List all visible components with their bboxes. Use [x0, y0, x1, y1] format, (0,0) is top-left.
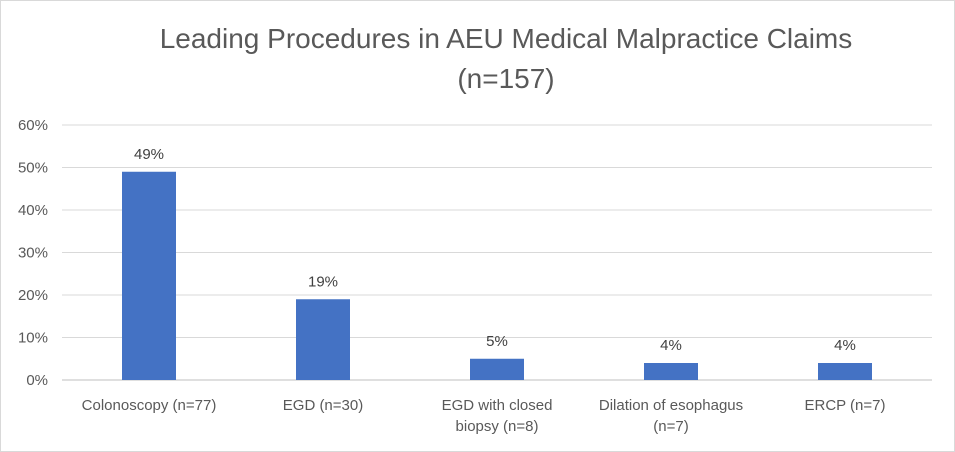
y-tick-label: 10%	[18, 330, 48, 347]
x-tick-label: (n=7)	[653, 418, 688, 435]
y-tick-label: 40%	[18, 202, 48, 219]
x-tick-label: EGD (n=30)	[283, 397, 363, 414]
x-tick-label: Colonoscopy (n=77)	[82, 397, 217, 414]
bar	[818, 363, 872, 380]
chart-title-line-2: (n=157)	[457, 63, 555, 94]
x-tick-label: EGD with closed	[442, 397, 553, 414]
data-label: 4%	[660, 337, 682, 354]
bar	[296, 299, 350, 380]
bar	[470, 358, 524, 380]
data-label: 49%	[134, 146, 164, 163]
bar	[644, 363, 698, 380]
x-tick-label: Dilation of esophagus	[599, 397, 743, 414]
y-tick-label: 20%	[18, 287, 48, 304]
y-tick-label: 50%	[18, 160, 48, 177]
chart-title-line-1: Leading Procedures in AEU Medical Malpra…	[159, 23, 853, 54]
bar	[122, 171, 176, 380]
y-tick-label: 30%	[18, 245, 48, 262]
data-label: 4%	[834, 337, 856, 354]
chart-title: Leading Procedures in AEU Medical Malpra…	[1, 19, 955, 99]
x-tick-label: ERCP (n=7)	[804, 397, 885, 414]
data-label: 19%	[308, 273, 338, 290]
x-tick-label: biopsy (n=8)	[456, 418, 539, 435]
data-label: 5%	[486, 333, 508, 350]
y-tick-label: 60%	[18, 117, 48, 134]
y-tick-label: 0%	[26, 372, 48, 389]
